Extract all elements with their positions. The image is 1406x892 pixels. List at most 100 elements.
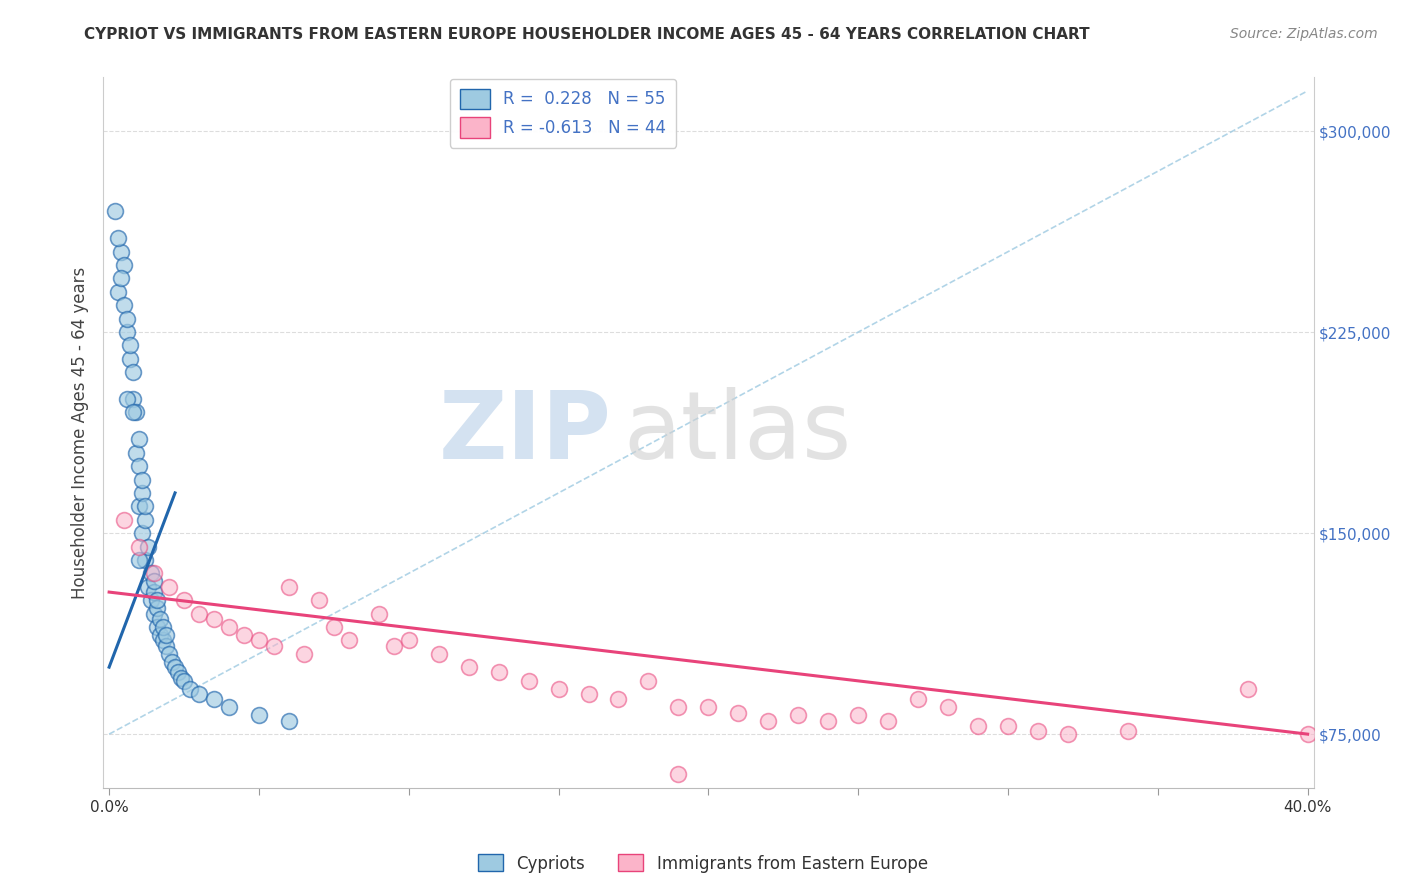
Point bbox=[160, 655, 183, 669]
Point bbox=[637, 673, 659, 688]
Point bbox=[128, 432, 150, 446]
Point bbox=[188, 607, 211, 621]
Y-axis label: Householder Income Ages 45 - 64 years: Householder Income Ages 45 - 64 years bbox=[72, 267, 89, 599]
Point bbox=[188, 687, 211, 701]
Point bbox=[877, 714, 900, 728]
Point bbox=[125, 405, 148, 419]
Point bbox=[218, 620, 240, 634]
Point bbox=[218, 700, 240, 714]
Point bbox=[907, 692, 929, 706]
Point bbox=[936, 700, 959, 714]
Point bbox=[233, 628, 256, 642]
Point bbox=[1296, 727, 1319, 741]
Point bbox=[668, 767, 690, 781]
Point bbox=[337, 633, 360, 648]
Point bbox=[122, 365, 145, 379]
Point bbox=[128, 500, 150, 514]
Point bbox=[146, 601, 169, 615]
Point bbox=[1236, 681, 1258, 696]
Point bbox=[112, 513, 135, 527]
Point bbox=[143, 574, 166, 589]
Point bbox=[143, 585, 166, 599]
Point bbox=[167, 665, 190, 680]
Point bbox=[115, 311, 138, 326]
Point bbox=[139, 566, 162, 581]
Point bbox=[120, 351, 142, 366]
Point bbox=[936, 834, 959, 848]
Point bbox=[1026, 724, 1049, 739]
Point bbox=[263, 639, 285, 653]
Point bbox=[134, 500, 156, 514]
Point bbox=[120, 338, 142, 352]
Point bbox=[136, 580, 159, 594]
Point bbox=[112, 258, 135, 272]
Point bbox=[547, 681, 569, 696]
Point bbox=[247, 633, 270, 648]
Point bbox=[110, 271, 132, 285]
Point bbox=[128, 553, 150, 567]
Point bbox=[277, 714, 299, 728]
Text: Source: ZipAtlas.com: Source: ZipAtlas.com bbox=[1230, 27, 1378, 41]
Point bbox=[131, 526, 153, 541]
Point bbox=[179, 681, 201, 696]
Point bbox=[122, 392, 145, 406]
Point bbox=[112, 298, 135, 312]
Point bbox=[997, 719, 1019, 733]
Point bbox=[128, 459, 150, 474]
Point bbox=[382, 639, 405, 653]
Point bbox=[277, 580, 299, 594]
Point bbox=[668, 700, 690, 714]
Point bbox=[202, 692, 225, 706]
Point bbox=[457, 660, 479, 674]
Text: atlas: atlas bbox=[624, 386, 852, 479]
Legend: R =  0.228   N = 55, R = -0.613   N = 44: R = 0.228 N = 55, R = -0.613 N = 44 bbox=[450, 78, 676, 148]
Text: ZIP: ZIP bbox=[439, 386, 612, 479]
Point bbox=[131, 473, 153, 487]
Point bbox=[136, 540, 159, 554]
Point bbox=[817, 714, 839, 728]
Point bbox=[157, 647, 180, 661]
Point bbox=[173, 593, 195, 607]
Point bbox=[134, 553, 156, 567]
Point bbox=[146, 620, 169, 634]
Point bbox=[155, 628, 177, 642]
Point bbox=[967, 719, 990, 733]
Point bbox=[727, 706, 749, 720]
Point bbox=[846, 708, 869, 723]
Point bbox=[134, 513, 156, 527]
Point bbox=[488, 665, 510, 680]
Point bbox=[163, 660, 186, 674]
Point bbox=[308, 593, 330, 607]
Point bbox=[787, 708, 810, 723]
Point bbox=[1057, 727, 1080, 741]
Point bbox=[125, 446, 148, 460]
Point bbox=[152, 620, 174, 634]
Point bbox=[107, 231, 129, 245]
Point bbox=[367, 607, 389, 621]
Point bbox=[247, 708, 270, 723]
Point bbox=[607, 692, 630, 706]
Legend: Cypriots, Immigrants from Eastern Europe: Cypriots, Immigrants from Eastern Europe bbox=[471, 847, 935, 880]
Point bbox=[157, 580, 180, 594]
Point bbox=[152, 633, 174, 648]
Point bbox=[155, 639, 177, 653]
Point bbox=[143, 607, 166, 621]
Point bbox=[104, 204, 127, 219]
Point bbox=[202, 612, 225, 626]
Point bbox=[146, 593, 169, 607]
Point bbox=[578, 687, 600, 701]
Point bbox=[149, 628, 172, 642]
Point bbox=[115, 392, 138, 406]
Point bbox=[173, 673, 195, 688]
Point bbox=[143, 566, 166, 581]
Point bbox=[398, 633, 420, 648]
Point bbox=[170, 671, 193, 685]
Point bbox=[128, 540, 150, 554]
Point bbox=[149, 612, 172, 626]
Point bbox=[756, 714, 779, 728]
Point bbox=[517, 673, 540, 688]
Point bbox=[322, 620, 344, 634]
Point bbox=[131, 486, 153, 500]
Point bbox=[107, 285, 129, 299]
Point bbox=[697, 700, 720, 714]
